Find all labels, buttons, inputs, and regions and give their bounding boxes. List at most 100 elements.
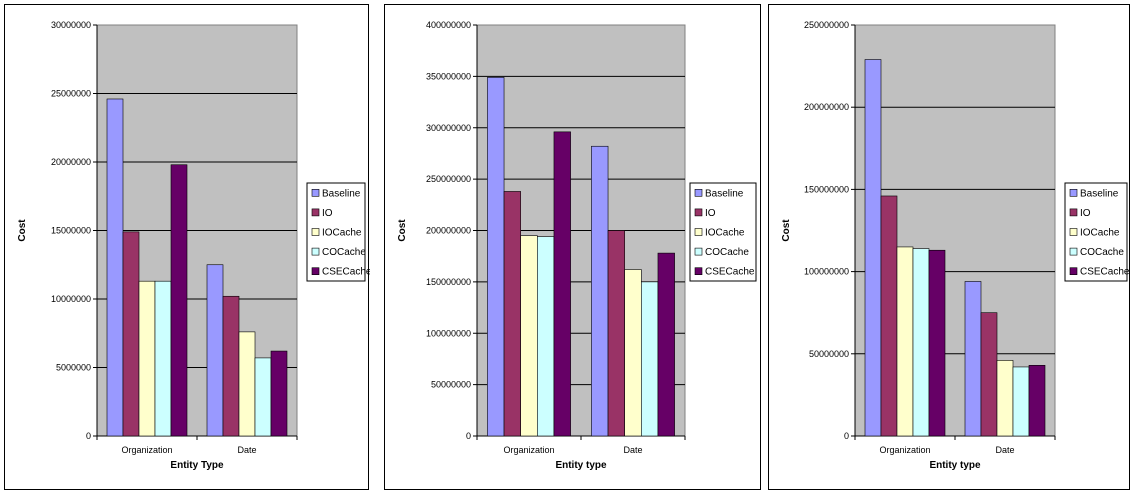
legend-label-iocache: IOCache — [705, 228, 745, 239]
legend-label-io: IO — [322, 208, 333, 219]
bar-baseline-date — [206, 264, 224, 437]
chart-panel-2: 0 50000000 100000000 150000000 200000000 2500… — [384, 4, 761, 490]
legend-label-csecache: CSECache — [1080, 267, 1130, 278]
bar-iocache-date — [996, 360, 1014, 437]
cost-chart-2: 0 50000000 100000000 150000000 200000000 2500… — [397, 20, 757, 471]
y-axis-title: Cost — [397, 219, 408, 242]
legend-label-iocache: IOCache — [1080, 228, 1120, 239]
x-category-label: Date — [237, 445, 256, 455]
legend-label-cocache: COCache — [1080, 247, 1124, 258]
bar-cocache-organization — [912, 248, 930, 437]
bar-io-date — [980, 312, 998, 437]
y-tick-label: 100000000 — [426, 328, 471, 338]
legend-swatch-csecache — [311, 267, 320, 276]
y-tick-label: 300000000 — [426, 123, 471, 133]
x-category-label: Organization — [121, 445, 172, 455]
y-axis-title: Cost — [781, 219, 792, 242]
cost-chart-1: 0 5000000 10000000 15000000 20000000 25000000… — [17, 20, 370, 471]
bar-baseline-date — [964, 281, 982, 437]
bar-cocache-organization — [154, 280, 172, 437]
legend-swatch-csecache — [694, 267, 703, 276]
bar-cocache-date — [641, 281, 659, 437]
bar-csecache-date — [270, 350, 288, 437]
legend-label-csecache: CSECache — [705, 267, 755, 278]
bar-io-date — [607, 230, 625, 437]
y-axis-title: Cost — [17, 219, 28, 242]
bar-iocache-date — [624, 269, 642, 437]
legend-label-cocache: COCache — [705, 247, 749, 258]
cost-chart-3: 0 50000000 100000000 150000000 200000000 2500… — [781, 20, 1130, 471]
bar-cocache-date — [1012, 366, 1030, 437]
legend-label-cocache: COCache — [322, 247, 366, 258]
y-tick-label: 150000000 — [426, 277, 471, 287]
bar-baseline-organization — [487, 77, 505, 437]
y-tick-label: 0 — [86, 431, 91, 441]
bar-iocache-date — [238, 331, 256, 437]
y-tick-label: 5000000 — [56, 363, 91, 373]
y-tick-label: 200000000 — [426, 226, 471, 236]
legend-swatch-cocache — [311, 247, 320, 256]
legend-swatch-iocache — [694, 228, 703, 236]
legend-swatch-csecache — [1069, 267, 1078, 276]
legend-label-baseline: Baseline — [322, 188, 361, 199]
legend-swatch-io — [1069, 208, 1078, 217]
bar-io-organization — [503, 191, 521, 437]
y-tick-label: 50000000 — [431, 380, 471, 390]
bar-baseline-organization — [864, 59, 882, 437]
y-tick-label: 200000000 — [804, 102, 849, 112]
y-tick-label: 150000000 — [804, 184, 849, 194]
x-category-label: Organization — [879, 445, 930, 455]
legend-label-baseline: Baseline — [705, 188, 744, 199]
bar-cocache-organization — [537, 236, 555, 437]
legend-swatch-iocache — [311, 228, 320, 236]
bar-csecache-date — [1028, 365, 1046, 437]
bar-io-date — [222, 295, 240, 437]
bar-iocache-organization — [896, 246, 914, 437]
bar-csecache-organization — [553, 131, 571, 437]
legend-swatch-iocache — [1069, 228, 1078, 236]
bar-baseline-date — [591, 145, 609, 437]
legend-swatch-cocache — [694, 247, 703, 256]
legend-label-io: IO — [705, 208, 716, 219]
chart-panel-3: 0 50000000 100000000 150000000 200000000 2500… — [768, 4, 1130, 490]
chart-panel-1: 0 5000000 10000000 15000000 20000000 25000000… — [4, 4, 370, 490]
y-tick-label: 400000000 — [426, 20, 471, 30]
y-tick-label: 250000000 — [804, 20, 849, 30]
legend-label-baseline: Baseline — [1080, 188, 1119, 199]
bar-baseline-organization — [106, 98, 124, 437]
bar-iocache-organization — [138, 280, 156, 437]
legend-label-io: IO — [1080, 208, 1091, 219]
x-category-label: Organization — [503, 445, 554, 455]
bar-io-organization — [122, 231, 140, 437]
y-tick-label: 0 — [466, 431, 471, 441]
bar-iocache-organization — [520, 235, 538, 437]
x-axis-title: Entity type — [555, 460, 607, 471]
legend-swatch-baseline — [1069, 189, 1078, 197]
bar-csecache-organization — [170, 164, 188, 437]
y-tick-label: 350000000 — [426, 71, 471, 81]
x-axis-title: Entity Type — [170, 460, 224, 471]
legend-label-csecache: CSECache — [322, 267, 370, 278]
legend-swatch-cocache — [1069, 247, 1078, 256]
y-tick-label: 50000000 — [809, 349, 849, 359]
y-tick-label: 100000000 — [804, 267, 849, 277]
legend-label-iocache: IOCache — [322, 228, 362, 239]
y-tick-label: 20000000 — [51, 157, 91, 167]
x-category-label: Date — [995, 445, 1014, 455]
bar-io-organization — [880, 195, 898, 437]
y-tick-label: 25000000 — [51, 89, 91, 99]
y-tick-label: 250000000 — [426, 174, 471, 184]
legend-swatch-io — [694, 208, 703, 217]
bar-csecache-organization — [928, 249, 946, 437]
bar-cocache-date — [254, 357, 272, 437]
y-tick-label: 15000000 — [51, 226, 91, 236]
legend-swatch-io — [311, 208, 320, 217]
y-tick-label: 10000000 — [51, 294, 91, 304]
bar-csecache-date — [657, 252, 675, 437]
x-category-label: Date — [623, 445, 642, 455]
y-tick-label: 30000000 — [51, 20, 91, 30]
x-axis-title: Entity type — [929, 460, 981, 471]
legend-swatch-baseline — [311, 189, 320, 197]
y-tick-label: 0 — [844, 431, 849, 441]
legend-swatch-baseline — [694, 189, 703, 197]
